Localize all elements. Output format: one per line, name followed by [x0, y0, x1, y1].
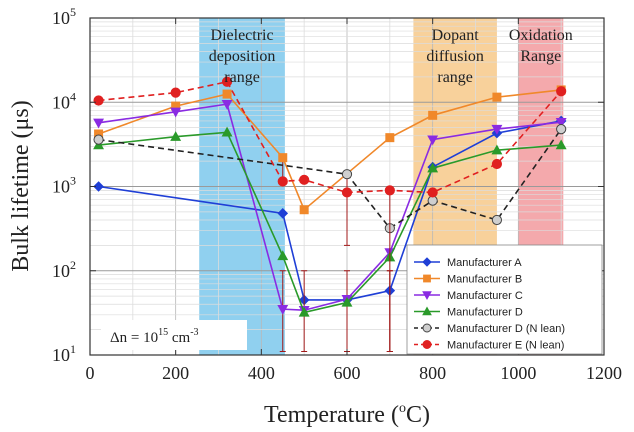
legend-box: [406, 244, 603, 355]
legend-marker-4: [422, 323, 432, 333]
legend-marker-1: [423, 274, 431, 283]
series-point-1-6: [428, 110, 438, 120]
x-tick-label-6: 1200: [586, 363, 622, 383]
series-point-5-5: [341, 187, 353, 198]
x-tick-label-2: 400: [248, 363, 275, 383]
legend-label-3: Manufacturer D: [447, 307, 523, 319]
legend-label-5: Manufacturer E (N lean): [447, 340, 564, 352]
x-tick-label-4: 800: [419, 363, 446, 383]
legend-marker-3: [422, 306, 432, 316]
series-point-3-4: [298, 306, 310, 317]
series-point-5-8: [491, 158, 503, 170]
series-point-5-9: [556, 86, 567, 97]
series-point-5-6: [384, 185, 395, 196]
region-labels: Dielectric deposition range Dopant diffusion…: [209, 27, 573, 86]
series-line-0: [98, 120, 562, 301]
region-label-2-0: Oxidation: [509, 27, 573, 44]
y-tick-label-3: 104: [52, 89, 76, 112]
series-line-2: [98, 103, 562, 312]
delta-n-annotation: Δn = 1015 cm-3: [101, 320, 247, 350]
series-point-1-7: [492, 92, 502, 102]
legend-marker-0: [422, 257, 432, 267]
region-label-0-2: range: [224, 69, 260, 86]
series-4: [93, 124, 567, 246]
series-point-1-2: [222, 89, 232, 99]
y-tick-label-1: 102: [52, 258, 76, 281]
legend-marker-2: [422, 291, 432, 301]
series-point-3-7: [427, 162, 439, 173]
series-point-5-0: [93, 95, 104, 106]
series-point-3-3: [277, 250, 289, 261]
series-point-2-8: [491, 124, 503, 135]
x-tick-label-5: 1000: [500, 363, 536, 383]
series-point-3-9: [555, 139, 567, 150]
series-point-2-2: [221, 99, 233, 110]
series-point-0-0: [93, 181, 104, 192]
series-line-4: [98, 128, 562, 230]
series-line-3: [98, 131, 562, 314]
series-point-5-2: [221, 76, 233, 87]
series-point-5-7: [427, 187, 438, 198]
axis-ticks: 0 200 400 600 800 1000 1200 101 102 103 104 105: [52, 5, 622, 383]
legend-marker-5: [422, 340, 432, 349]
series-point-2-7: [427, 135, 439, 146]
series-point-3-2: [221, 126, 233, 137]
region-label-1-1: diffusion: [426, 48, 483, 65]
series-point-2-1: [170, 107, 182, 118]
series-point-5-1: [170, 87, 181, 98]
region-label-2-1: Range: [520, 48, 561, 65]
series-point-5-3: [277, 176, 288, 187]
region-label-1-0: Dopant: [432, 27, 480, 44]
y-tick-label-2: 103: [52, 174, 76, 197]
legend-label-0: Manufacturer A: [447, 257, 522, 269]
y-tick-label-0: 101: [52, 342, 76, 365]
annotation-exp: 15: [158, 327, 168, 338]
legend-label-1: Manufacturer B: [447, 274, 522, 286]
series-line-5: [98, 80, 562, 194]
svg-text:Δn = 1015 cm-3: Δn = 1015 cm-3: [110, 327, 199, 346]
y-axis-label: Bulk lifetime (μs): [8, 100, 34, 272]
series-point-1-5: [385, 133, 395, 143]
data-series: [93, 76, 567, 353]
x-tick-label-1: 200: [162, 363, 189, 383]
x-tick-label-3: 600: [334, 363, 361, 383]
series-point-5-4: [299, 174, 310, 185]
annotation-prefix: Δn = 10: [110, 330, 158, 346]
series-point-4-5: [556, 124, 567, 135]
annotation-unit-exp: -3: [190, 327, 198, 338]
series-point-2-0: [93, 118, 105, 129]
region-label-0-1: deposition: [209, 48, 276, 65]
legend-label-2: Manufacturer C: [447, 290, 523, 302]
legend: Manufacturer A Manufacturer B Manufacturer…: [406, 244, 603, 355]
y-tick-label-4: 105: [52, 5, 76, 28]
series-point-2-9: [555, 118, 567, 128]
series-point-1-4: [299, 205, 309, 215]
region-label-1-2: range: [437, 69, 473, 86]
series-point-4-1: [341, 169, 353, 180]
series-point-3-5: [341, 296, 353, 307]
series-point-4-4: [491, 214, 503, 226]
series-3: [93, 126, 567, 317]
series-point-0-1: [277, 208, 289, 219]
legend-label-4: Manufacturer D (N lean): [447, 323, 565, 335]
series-point-3-1: [170, 131, 182, 141]
series-5: [93, 76, 567, 353]
series-point-3-8: [491, 144, 503, 155]
series-point-4-0: [93, 134, 104, 145]
x-tick-label-0: 0: [86, 363, 95, 383]
region-label-0-0: Dielectric: [211, 27, 274, 44]
series-point-2-3: [277, 304, 289, 315]
x-axis-label: Temperature (oC): [264, 401, 430, 428]
annotation-unit: cm: [168, 330, 190, 346]
series-point-1-3: [278, 153, 288, 163]
